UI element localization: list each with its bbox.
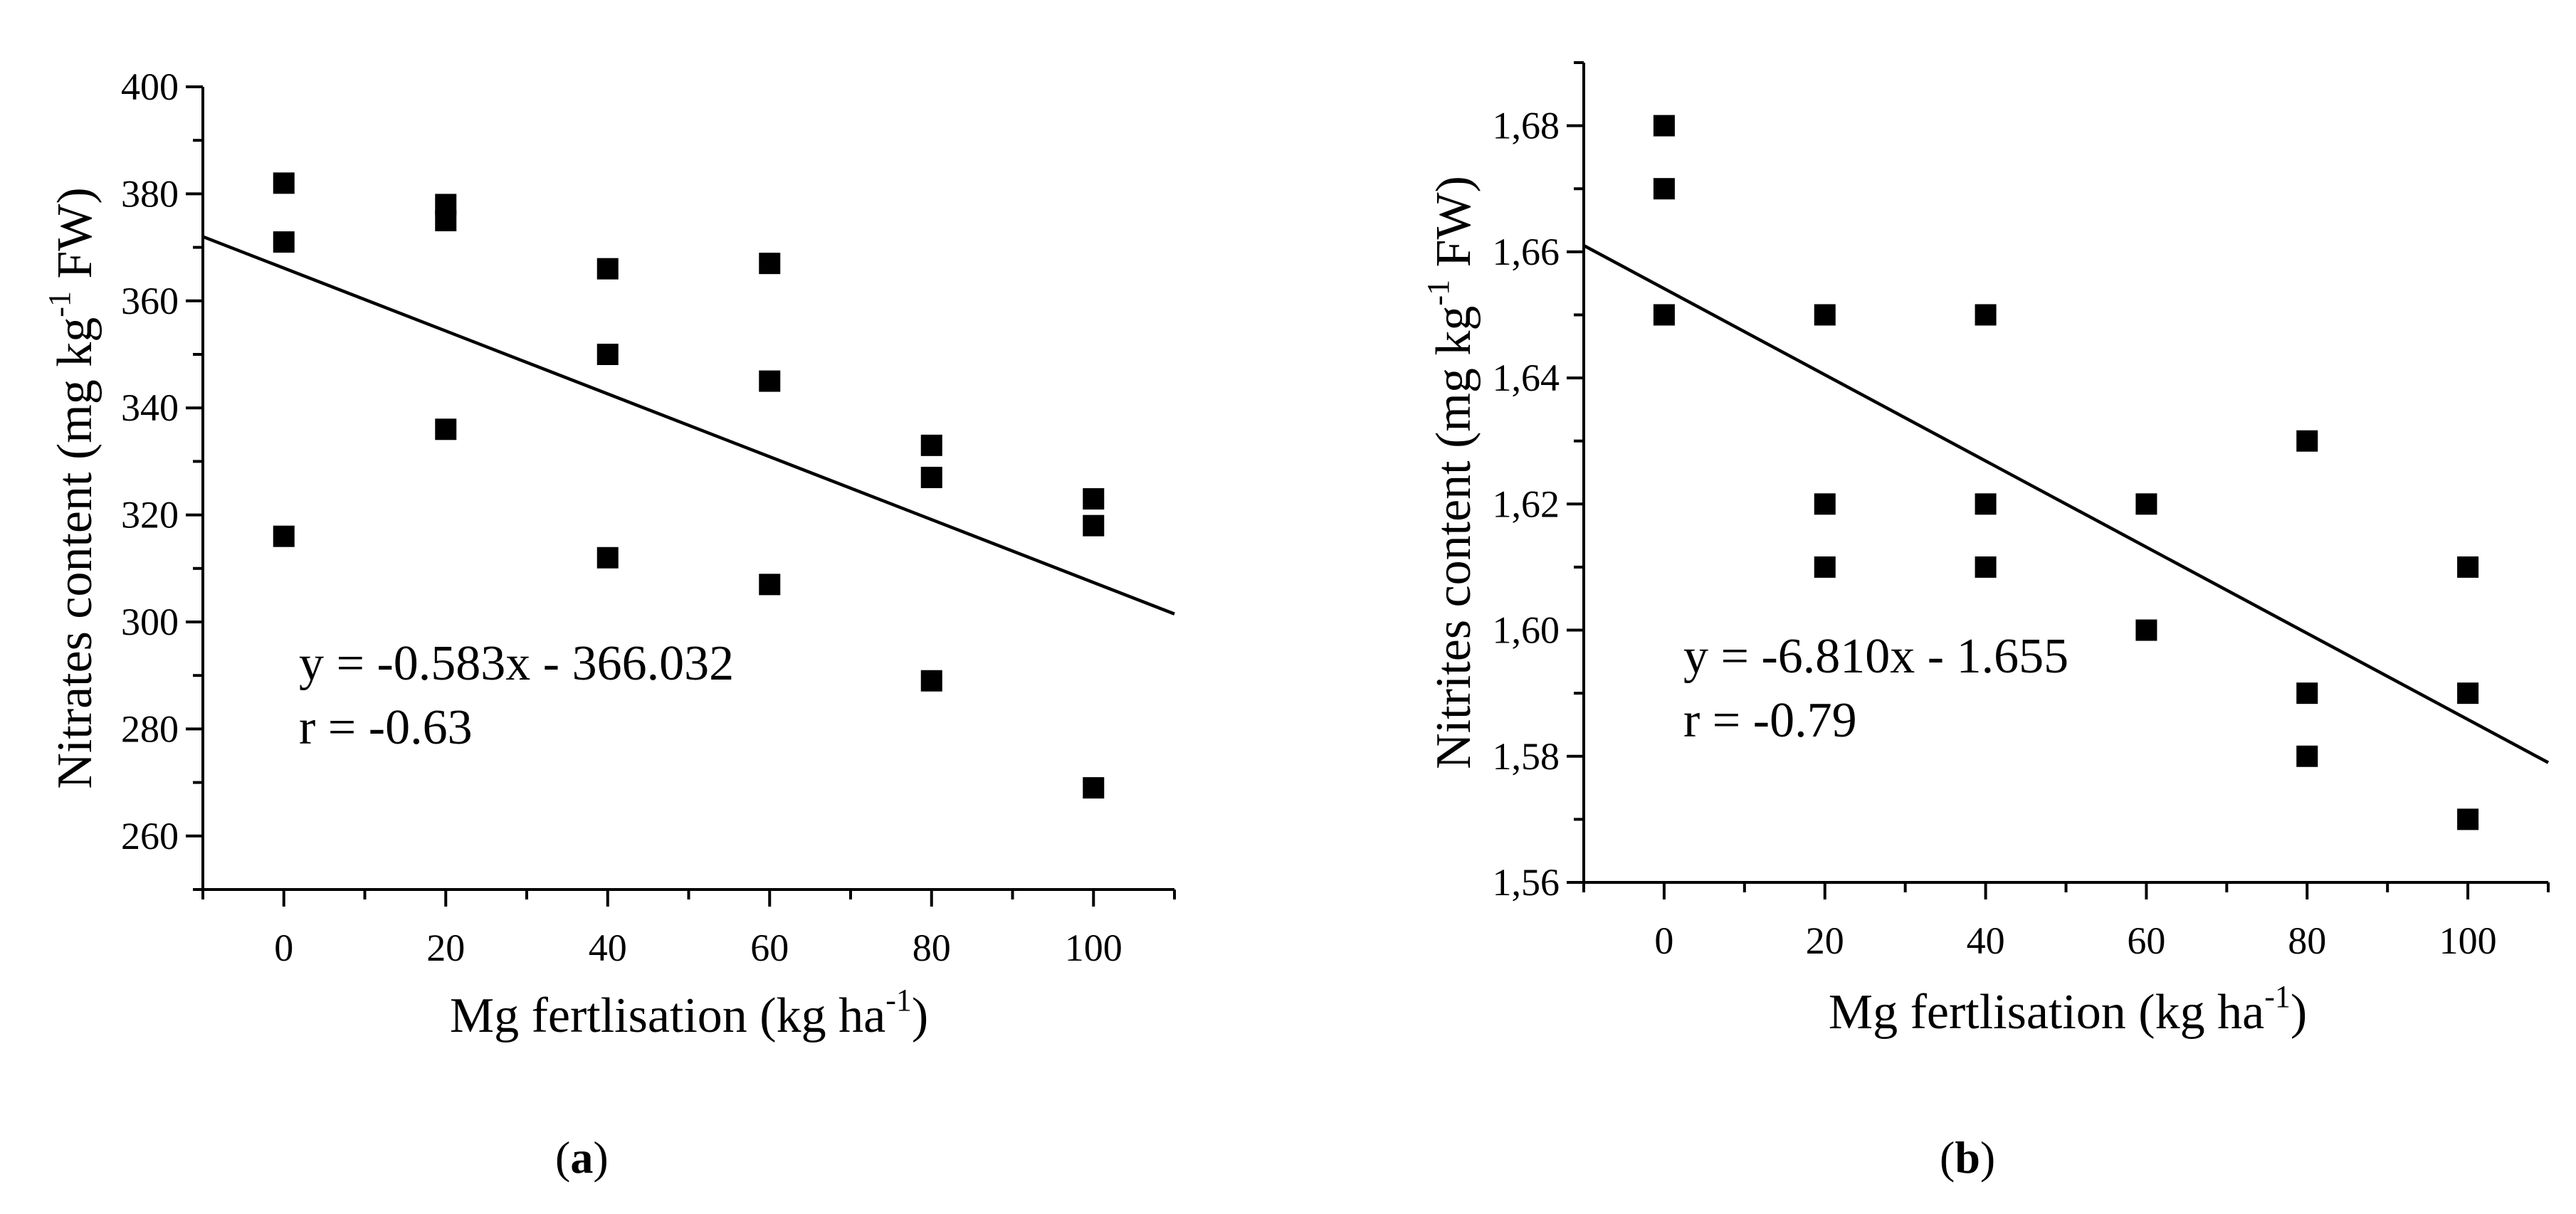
x-tick-label: 0: [274, 927, 293, 969]
x-tick-label: 20: [1806, 919, 1844, 962]
y-tick-label: 340: [121, 386, 179, 429]
x-tick-label: 100: [1065, 927, 1123, 969]
data-point: [2457, 808, 2479, 830]
y-tick-label: 1,60: [1493, 609, 1560, 652]
y-tick-label: 1,62: [1493, 482, 1560, 525]
y-tick-label: 1,58: [1493, 735, 1560, 778]
data-point: [2296, 682, 2318, 704]
data-point: [273, 172, 295, 194]
regression-line: [202, 235, 1175, 616]
data-point: [2457, 682, 2479, 704]
y-tick-label: 1,66: [1493, 231, 1560, 273]
x-tick-label: 100: [2439, 919, 2497, 962]
data-point: [1814, 556, 1836, 578]
x-tick-label: 60: [750, 927, 789, 969]
data-point: [273, 231, 295, 253]
y-tick-label: 320: [121, 494, 179, 537]
y-axis-label: Nitrites content (mg kg-1 FW): [1421, 176, 1481, 769]
data-point: [2135, 493, 2157, 515]
x-tick-label: 40: [589, 927, 627, 969]
data-point: [435, 210, 457, 231]
data-point: [1083, 488, 1105, 510]
r-label: r = -0.63: [299, 700, 473, 755]
x-tick-label: 20: [426, 927, 465, 969]
data-point: [920, 434, 942, 456]
caption-b: (b): [1940, 1132, 1996, 1183]
data-point: [2296, 745, 2318, 767]
y-tick-label: 1,64: [1493, 357, 1560, 399]
x-tick-label: 80: [2288, 919, 2326, 962]
chart-a: 0 20 40 60 80 100 260 280 300 320 340 360 380 400 y = …: [42, 65, 1176, 1043]
data-point: [759, 574, 781, 596]
chart-b: 0 20 40 60 80 100 1,56 1,58 1,60 1,62 1,64 1,66 1,68…: [1421, 61, 2550, 1040]
data-point: [2457, 556, 2479, 578]
y-tick-label: 400: [121, 65, 179, 108]
data-point: [2135, 619, 2157, 641]
data-point: [435, 418, 457, 440]
data-point: [2296, 430, 2318, 452]
y-axis-label: Nitrates content (mg kg-1 FW): [42, 187, 102, 788]
x-axis-label: Mg fertlisation (kg ha-1): [1829, 979, 2307, 1040]
data-point: [1814, 493, 1836, 515]
x-axis-label: Mg fertlisation (kg ha-1): [450, 983, 928, 1043]
data-point: [596, 344, 619, 365]
data-point: [1975, 304, 1997, 326]
y-tick-label: 260: [121, 815, 179, 857]
y-tick-label: 1,56: [1493, 861, 1560, 904]
data-point: [1975, 493, 1997, 515]
data-point: [1083, 514, 1105, 537]
data-point: [273, 525, 295, 547]
data-point: [920, 466, 942, 488]
x-tick-label: 40: [1967, 919, 2005, 962]
data-point: [1653, 115, 1675, 137]
data-point: [1975, 556, 1997, 578]
x-tick-label: 80: [913, 927, 951, 969]
y-tick-label: 360: [121, 280, 179, 322]
y-tick-label: 280: [121, 707, 179, 750]
data-point: [920, 670, 942, 692]
data-point: [1653, 304, 1675, 326]
regression-line: [1582, 244, 2550, 764]
data-point: [1653, 178, 1675, 200]
data-point: [759, 253, 781, 275]
y-tick-label: 1,68: [1493, 105, 1560, 147]
data-point: [596, 547, 619, 569]
x-tick-label: 0: [1654, 919, 1673, 962]
y-tick-label: 380: [121, 172, 179, 215]
equation-label: y = -6.810x - 1.655: [1683, 629, 2068, 684]
caption-a: (a): [555, 1132, 609, 1183]
data-point: [1083, 777, 1105, 799]
equation-label: y = -0.583x - 366.032: [299, 636, 734, 691]
y-tick-label: 300: [121, 601, 179, 643]
data-point: [1814, 304, 1836, 326]
x-tick-label: 60: [2127, 919, 2165, 962]
data-point: [759, 370, 781, 392]
r-label: r = -0.79: [1683, 693, 1857, 748]
data-point: [596, 258, 619, 280]
